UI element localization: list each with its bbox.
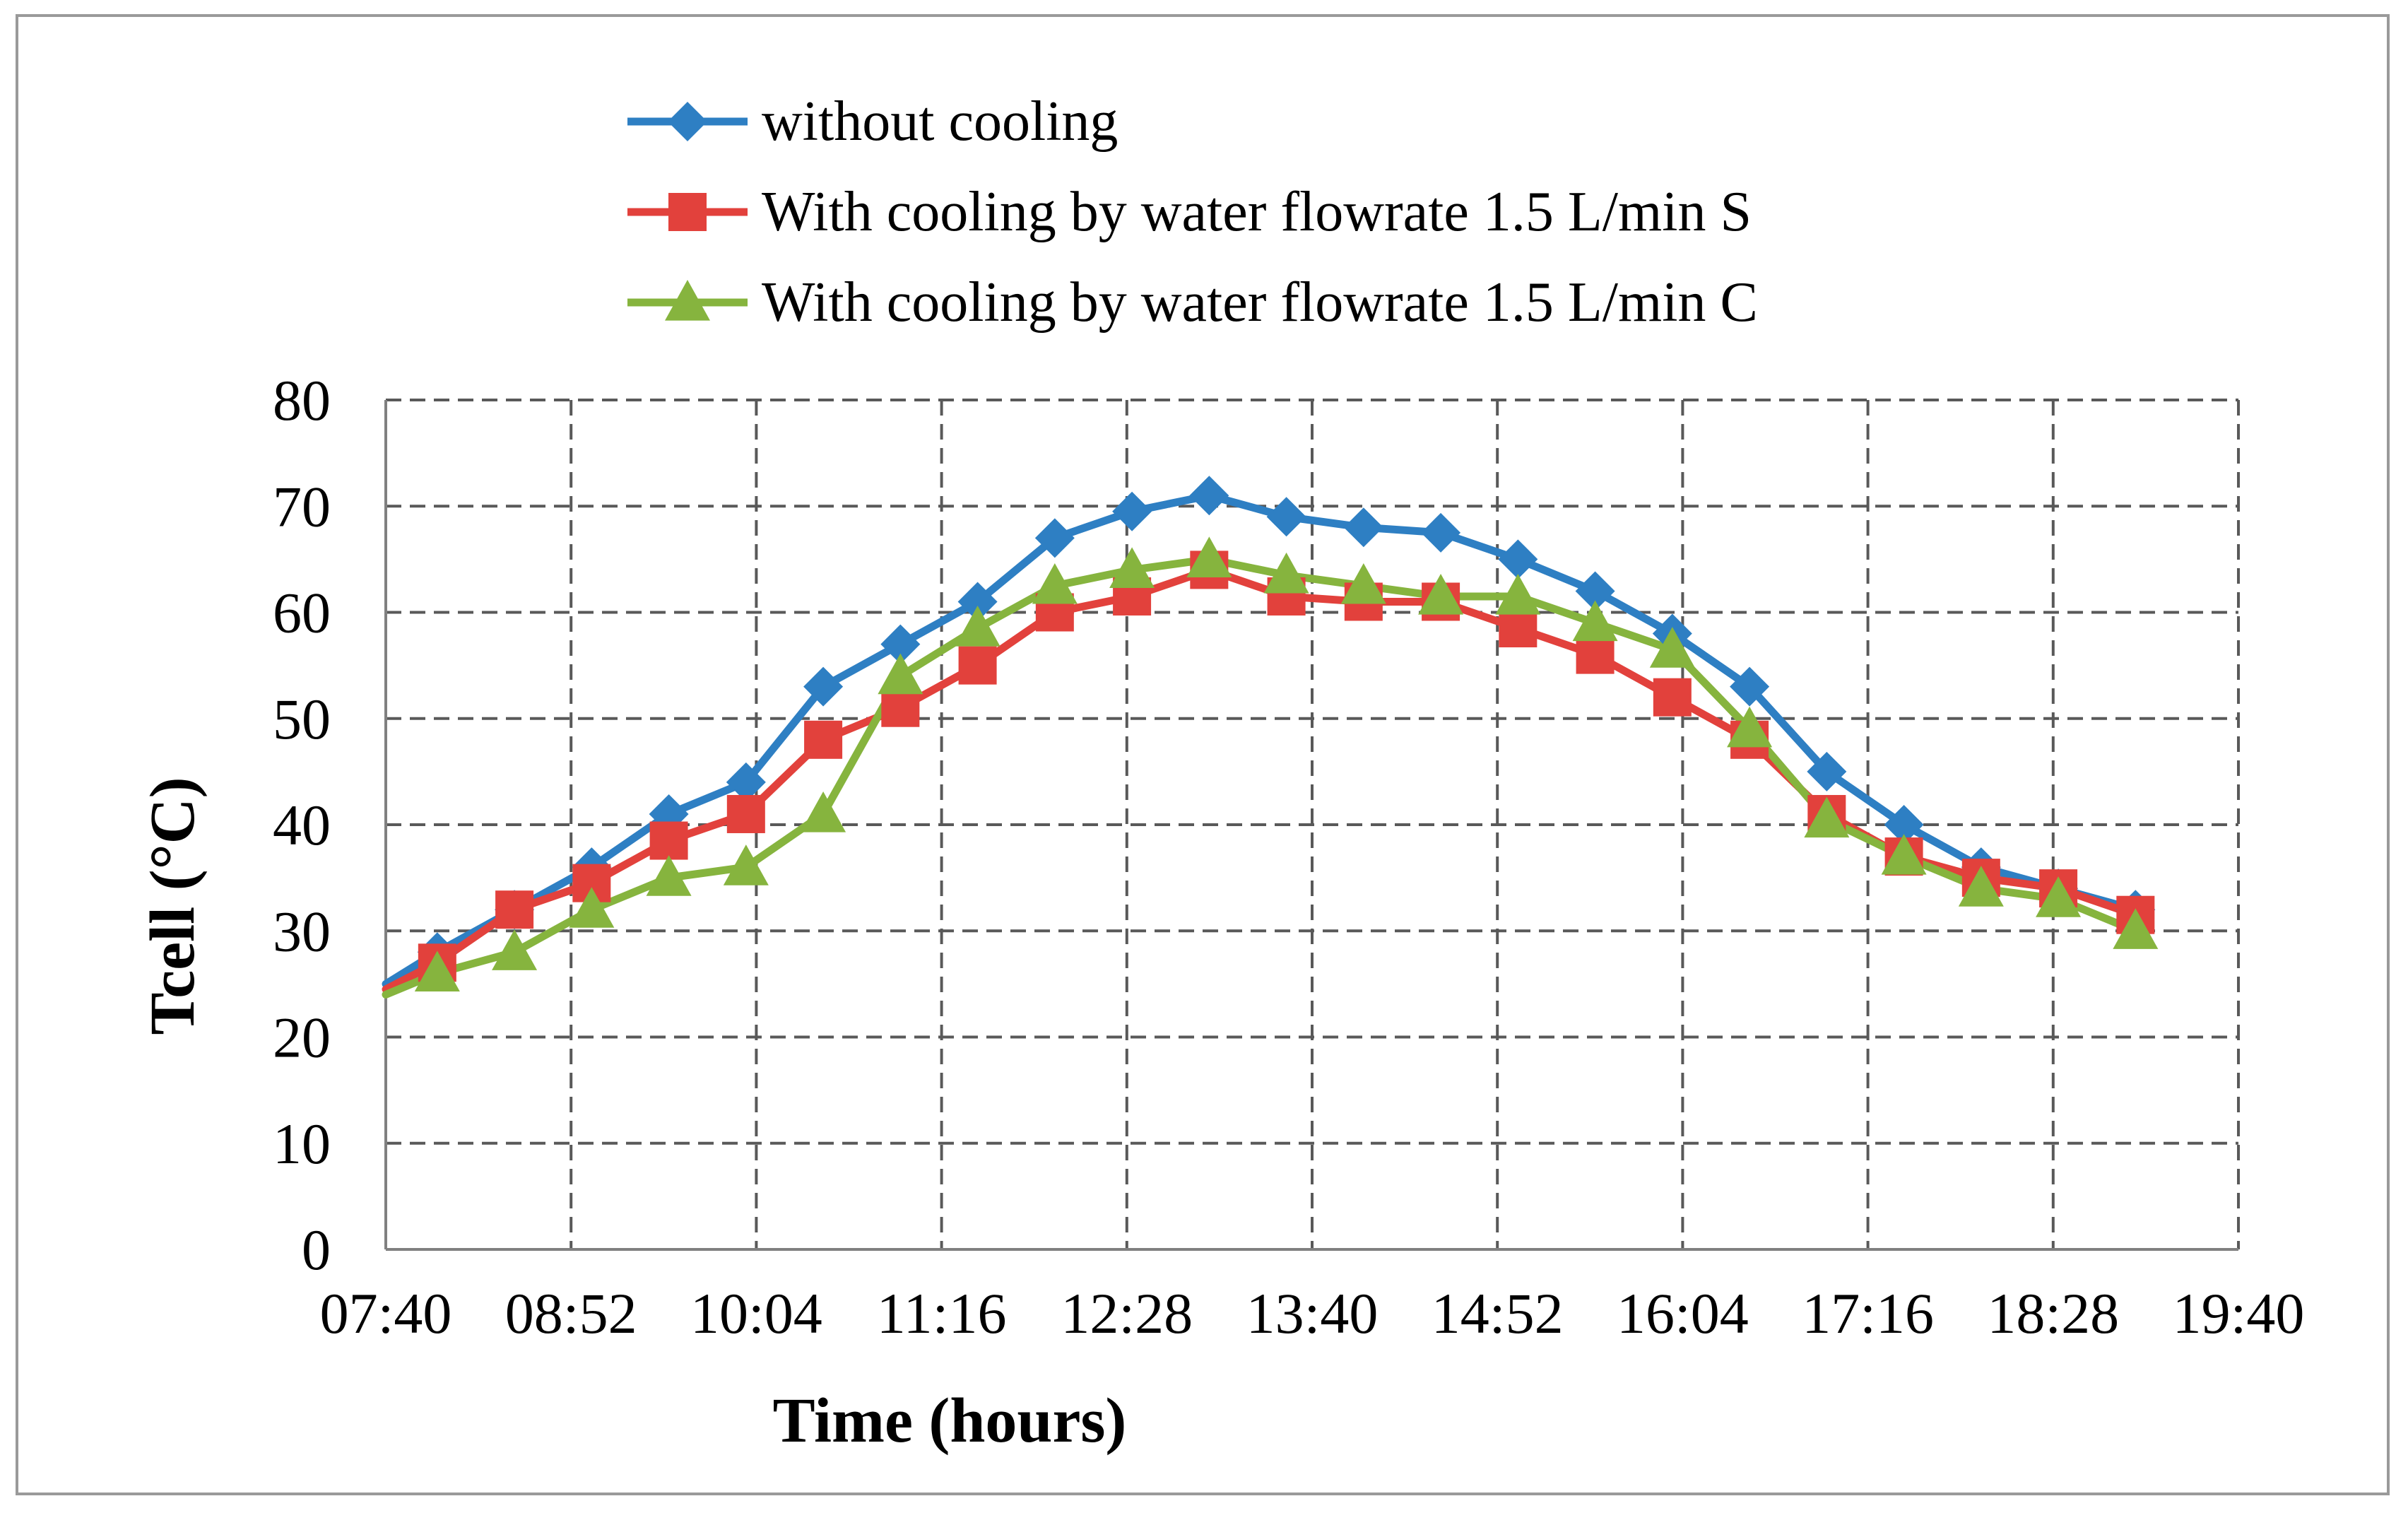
y-tick-label: 0 bbox=[302, 1218, 331, 1282]
data-point-square bbox=[1576, 635, 1615, 674]
x-tick-label: 17:16 bbox=[1802, 1281, 1934, 1346]
x-tick-label: 11:16 bbox=[877, 1281, 1007, 1346]
data-point-diamond bbox=[1343, 507, 1383, 548]
data-point-triangle bbox=[2036, 876, 2082, 917]
legend-label: With cooling by water flowrate 1.5 L/min… bbox=[762, 181, 1752, 243]
data-point-square bbox=[804, 720, 843, 759]
data-point-square bbox=[649, 821, 688, 860]
data-point-diamond bbox=[880, 624, 921, 664]
grid bbox=[386, 399, 2240, 1249]
legend: without cooling With cooling by water flo… bbox=[627, 90, 1758, 334]
series-line-with-cooling-by-water-flowrate-1-5-l-min-s bbox=[382, 565, 2140, 994]
data-point-triangle bbox=[1804, 796, 1850, 838]
x-tick-label: 16:04 bbox=[1617, 1281, 1749, 1346]
data-point-triangle bbox=[1340, 563, 1386, 604]
x-tick-label: 19:40 bbox=[2173, 1281, 2305, 1346]
data-point-diamond bbox=[1266, 497, 1306, 537]
y-tick-label: 50 bbox=[273, 687, 331, 751]
x-tick-label: 10:04 bbox=[690, 1281, 822, 1346]
data-point-square bbox=[495, 890, 534, 929]
data-point-diamond bbox=[1034, 518, 1075, 558]
data-point-triangle bbox=[569, 887, 615, 928]
data-point-triangle bbox=[1186, 536, 1232, 577]
data-point-triangle bbox=[723, 844, 769, 885]
data-point-triangle bbox=[955, 606, 1001, 647]
data-point-square bbox=[726, 794, 765, 833]
data-point-triangle bbox=[1109, 547, 1155, 588]
series-line-with-cooling-by-water-flowrate-1-5-l-min-c bbox=[382, 555, 2140, 999]
legend-marker-square bbox=[668, 193, 707, 231]
legend-marker-diamond bbox=[668, 102, 707, 141]
y-tick-label: 70 bbox=[273, 474, 331, 538]
data-point-triangle bbox=[414, 950, 460, 991]
data-point-square bbox=[1499, 609, 1538, 648]
y-tick-label: 40 bbox=[273, 793, 331, 857]
data-point-triangle bbox=[1418, 573, 1464, 615]
y-tick-label: 80 bbox=[273, 368, 331, 432]
y-tick-label: 20 bbox=[273, 1006, 331, 1070]
data-point-square bbox=[881, 688, 920, 727]
data-point-diamond bbox=[1189, 476, 1229, 516]
series-markers bbox=[414, 476, 2159, 991]
y-tick-labels: 0 10 20 30 40 50 60 70 80 bbox=[273, 368, 331, 1282]
y-axis-title: Tcell (°C) bbox=[138, 777, 208, 1035]
legend-label: With cooling by water flowrate 1.5 L/min… bbox=[762, 271, 1758, 334]
x-axis-title: Time (hours) bbox=[773, 1386, 1127, 1456]
data-point-triangle bbox=[492, 929, 538, 970]
legend-marker-triangle bbox=[665, 280, 710, 321]
line-chart: 0 10 20 30 40 50 60 70 80 07:40 08:52 10:04 11:16 12… bbox=[138, 90, 2305, 1456]
data-point-square bbox=[1653, 678, 1692, 717]
data-point-triangle bbox=[1649, 627, 1695, 668]
x-tick-label: 08:52 bbox=[505, 1281, 637, 1346]
x-tick-label: 07:40 bbox=[320, 1281, 452, 1346]
x-tick-label: 13:40 bbox=[1246, 1281, 1379, 1346]
data-point-diamond bbox=[1807, 751, 1847, 791]
x-tick-label: 12:28 bbox=[1061, 1281, 1193, 1346]
data-point-triangle bbox=[1958, 866, 2004, 907]
data-point-triangle bbox=[1727, 706, 1773, 748]
data-point-triangle bbox=[646, 855, 692, 896]
y-tick-label: 60 bbox=[273, 581, 331, 645]
data-point-diamond bbox=[957, 582, 998, 622]
chart-frame: 0 10 20 30 40 50 60 70 80 07:40 08:52 10:04 11:16 12… bbox=[16, 14, 2390, 1495]
x-tick-labels: 07:40 08:52 10:04 11:16 12:28 13:40 14:52 16:04… bbox=[320, 1281, 2305, 1346]
data-point-square bbox=[958, 646, 997, 685]
data-point-diamond bbox=[726, 762, 766, 802]
data-point-diamond bbox=[1884, 805, 1924, 844]
data-point-diamond bbox=[1575, 571, 1615, 611]
axes bbox=[384, 400, 2238, 1251]
data-point-diamond bbox=[1498, 539, 1538, 579]
data-point-triangle bbox=[1032, 563, 1078, 604]
data-point-triangle bbox=[1572, 600, 1618, 642]
series-lines bbox=[382, 491, 2140, 999]
data-point-triangle bbox=[1881, 834, 1927, 875]
y-tick-label: 10 bbox=[273, 1112, 331, 1176]
data-point-triangle bbox=[1495, 573, 1541, 615]
x-tick-label: 18:28 bbox=[1987, 1281, 2119, 1346]
y-tick-label: 30 bbox=[273, 899, 331, 963]
data-point-triangle bbox=[2113, 908, 2159, 949]
data-point-triangle bbox=[1263, 552, 1309, 594]
data-point-diamond bbox=[1730, 666, 1770, 707]
data-point-triangle bbox=[878, 653, 923, 695]
data-point-diamond bbox=[803, 666, 844, 707]
x-tick-label: 14:52 bbox=[1432, 1281, 1564, 1346]
data-point-diamond bbox=[1421, 512, 1461, 553]
data-point-diamond bbox=[1112, 491, 1152, 531]
legend-label: without cooling bbox=[762, 90, 1118, 153]
data-point-triangle bbox=[801, 791, 846, 832]
